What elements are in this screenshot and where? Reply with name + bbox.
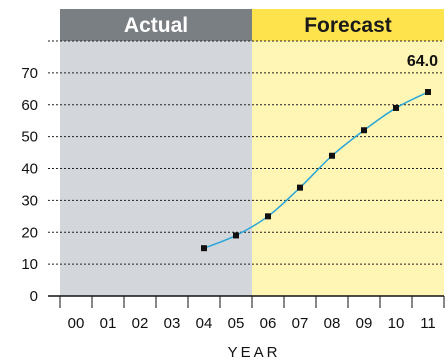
period-bands: Actual Forecast <box>60 9 444 296</box>
data-point-marker <box>297 184 303 191</box>
axes: 0 10 20 30 40 50 60 70 00 01 02 03 04 05 06 07 08 09 10 11 Y… <box>21 65 445 361</box>
actual-band-label: Actual <box>124 14 188 37</box>
x-tick-label: 06 <box>260 315 277 332</box>
y-tick-label: 20 <box>21 224 38 241</box>
y-tick-label: 40 <box>21 161 38 178</box>
data-point-marker <box>265 213 271 220</box>
x-tick-label: 07 <box>292 315 309 332</box>
actual-band-header <box>60 9 252 41</box>
y-tick-label: 70 <box>21 65 38 82</box>
x-tick-label: 00 <box>68 315 85 332</box>
data-point-marker <box>329 152 335 159</box>
data-point-marker <box>361 127 367 134</box>
forecast-band-label: Forecast <box>304 14 392 37</box>
x-tick-label: 03 <box>164 315 181 332</box>
y-tick-label: 30 <box>21 192 38 209</box>
y-tick-label: 60 <box>21 97 38 114</box>
x-tick-label: 02 <box>132 315 149 332</box>
data-point-marker <box>393 104 399 111</box>
last-value-annotation: 64.0 <box>407 53 438 70</box>
x-tick-label: 05 <box>228 315 245 332</box>
y-tick-label: 10 <box>21 256 38 273</box>
series <box>201 89 431 252</box>
x-tick-label: 11 <box>420 315 436 332</box>
x-tick-label: 04 <box>196 315 213 332</box>
forecast-band-header <box>252 9 444 41</box>
x-tick-label: 09 <box>356 315 373 332</box>
x-tick-label: 01 <box>100 315 117 332</box>
data-point-marker <box>233 232 239 239</box>
data-point-marker <box>425 89 431 95</box>
x-tick-label: 08 <box>324 315 341 332</box>
y-tick-label: 50 <box>21 129 38 146</box>
labels: 64.0 <box>407 53 438 70</box>
gridlines <box>48 40 444 265</box>
x-tick-label: 10 <box>388 315 405 332</box>
data-point-marker <box>201 245 207 252</box>
x-axis-label: YEAR <box>228 344 281 361</box>
y-tick-label: 0 <box>30 288 38 305</box>
